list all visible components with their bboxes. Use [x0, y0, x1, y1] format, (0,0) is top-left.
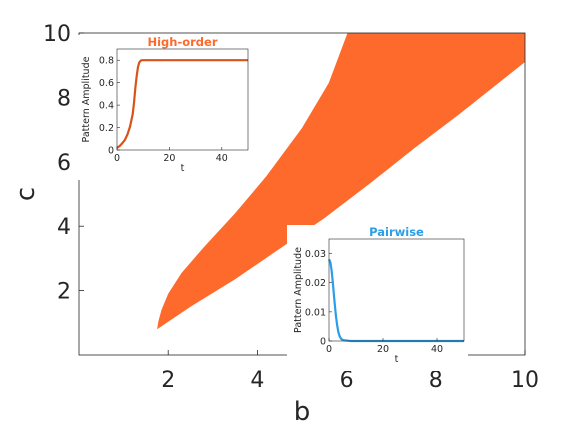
inset-high-order-x-ticks: 0 20 40	[114, 147, 228, 164]
inset-high-order-y-label: Pattern Amplitude	[81, 56, 92, 142]
main-x-tick-label: 6	[340, 368, 354, 393]
inset-pairwise-title: Pairwise	[369, 225, 424, 239]
inset-pairwise: 0 20 40 0 0.01 0.02 0.03 Pairwise t Pattern A…	[287, 225, 468, 371]
inset-y-tick-label: 0.2	[99, 123, 114, 134]
inset-x-tick-label: 20	[163, 153, 175, 164]
inset-y-tick-label: 0.02	[305, 278, 326, 289]
inset-y-tick-label: 0.03	[305, 249, 326, 260]
inset-high-order-series-line	[116, 59, 248, 149]
inset-high-order-y-ticks: 0 0.2 0.4 0.6 0.8	[99, 56, 120, 157]
inset-pairwise-y-ticks: 0 0.01 0.02 0.03	[305, 249, 332, 348]
main-y-tick-label: 10	[43, 22, 71, 47]
inset-high-order-frame	[116, 48, 249, 151]
inset-x-tick-label: 0	[326, 344, 332, 355]
main-y-tick-label: 4	[57, 215, 71, 240]
inset-x-tick-label: 40	[216, 153, 228, 164]
inset-high-order: 0 20 40 0 0.2 0.4 0.6 0.8 High-order t Pattern…	[75, 35, 252, 180]
main-x-axis-label: b	[294, 397, 311, 427]
inset-x-tick-label: 0	[114, 153, 120, 164]
inset-pairwise-background	[287, 225, 468, 371]
main-y-tick-label: 6	[57, 151, 71, 176]
main-y-tick-label: 2	[57, 280, 71, 305]
inset-y-tick-label: 0.4	[99, 101, 114, 112]
main-plot: 2 4 6 8 10 2 4 6 8 10 b c	[11, 22, 539, 427]
main-y-axis-label: c	[11, 187, 41, 201]
inset-y-tick-label: 0.6	[99, 78, 114, 89]
inset-pairwise-x-label: t	[395, 354, 399, 365]
inset-y-tick-label: 0.8	[99, 56, 114, 67]
inset-high-order-x-label: t	[181, 163, 185, 174]
stability-region	[157, 33, 525, 330]
inset-x-tick-label: 20	[377, 344, 389, 355]
inset-pairwise-frame	[328, 238, 465, 342]
main-x-tick-label: 4	[250, 368, 264, 393]
main-y-tick-label: 8	[57, 86, 71, 111]
main-x-tick-label: 10	[511, 368, 539, 393]
inset-pairwise-x-ticks: 0 20 40	[326, 338, 443, 355]
inset-high-order-title: High-order	[147, 35, 217, 49]
inset-pairwise-y-label: Pattern Amplitude	[293, 247, 304, 333]
main-x-tick-label: 2	[161, 368, 175, 393]
inset-y-tick-label: 0	[108, 146, 114, 157]
inset-y-tick-label: 0.01	[305, 307, 326, 318]
inset-x-tick-label: 40	[431, 344, 443, 355]
main-x-ticks: 2 4 6 8 10	[161, 350, 539, 393]
inset-y-tick-label: 0	[320, 337, 326, 348]
main-x-tick-label: 8	[429, 368, 443, 393]
